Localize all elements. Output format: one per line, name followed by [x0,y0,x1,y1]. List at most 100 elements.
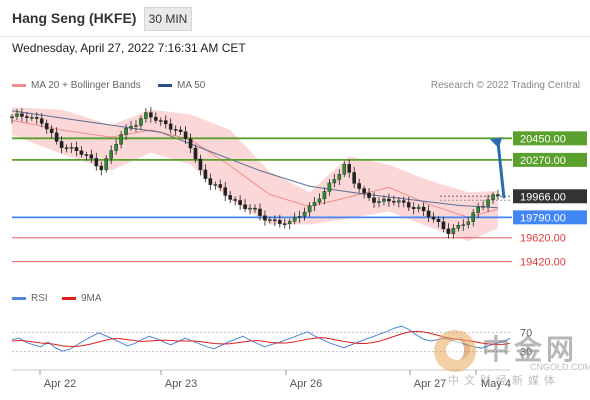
candle-body [287,221,292,224]
ma9-swatch-icon [62,296,76,300]
legend-9ma: 9MA [62,293,102,304]
legend-rsi-label: RSI [31,293,48,304]
candle-body [332,179,337,184]
candle-body [173,129,178,131]
rsi-line [11,325,511,352]
candle-body [491,194,495,200]
candle-body [461,224,466,226]
chart-datetime: Wednesday, April 27, 2022 7:16:31 AM CET [12,41,246,55]
x-tick-label-0: Apr 22 [44,378,76,390]
candle-body [218,184,223,188]
watermark-coin-icon [434,330,476,372]
candle-body [302,211,307,217]
level-tag-0 [513,131,587,146]
candle-body [59,141,64,148]
level-label-1: 20270.00 [520,155,566,167]
candle-body [382,198,386,202]
legend-ma50-label: MA 50 [177,80,206,91]
candle-body [397,200,401,203]
candle-body [10,116,14,119]
candle-body [238,200,242,205]
candle-body [163,120,168,125]
candle-body [158,120,163,122]
candle-body [476,206,480,213]
candle-body [471,212,476,222]
candle-body [292,217,297,222]
interval-button[interactable]: 30 MIN [144,7,192,31]
level-tag-2 [513,189,587,204]
watermark-glyph-text: 中金网 [482,334,579,365]
candle-body [451,228,456,234]
level-tag-3 [513,210,587,225]
candle-body [208,178,213,185]
candle-body [496,194,500,196]
candle-body [94,158,99,167]
candle-body [258,208,262,216]
candle-body [44,123,49,130]
candle-body [347,164,352,173]
watermark-logo: 中金网 CNGOLD.COM.CN 中文财经新媒体 [434,328,590,390]
candle-body [15,113,19,117]
candle-body [139,118,143,126]
candle-body [104,158,109,171]
candle-body [144,112,148,119]
watermark-subtitle-text: 中文财经新媒体 [448,375,560,387]
level-label-5: 19420.00 [520,257,566,269]
candle-body [193,147,198,160]
candle-body [114,144,118,151]
candle-body [337,174,342,180]
candle-body [74,147,79,152]
ma50-swatch-icon [158,83,172,87]
rsi-level-label-0: 70 [520,327,532,339]
chart-header: Hang Seng (HKFE) 30 MIN [0,0,590,37]
candle-body [322,191,327,200]
candle-body [183,131,188,140]
candle-body [342,164,347,175]
candle-body [198,158,203,171]
candle-body [446,228,451,234]
legend-ma50: MA 50 [158,80,205,91]
instrument-title: Hang Seng (HKFE) [12,10,137,26]
ma20-swatch-icon [12,83,26,87]
candle-body [297,216,302,218]
research-credit: Research © 2022 Trading Central [430,80,580,91]
candle-body [486,199,490,207]
candle-body [312,202,317,206]
candle-body [273,219,277,221]
ma50-line [11,110,499,209]
level-tag-1 [513,152,587,167]
candle-body [119,134,123,145]
candle-body [268,219,272,221]
candle-body [406,202,411,208]
bollinger-band-area [12,107,498,242]
candle-body [149,112,153,118]
ma20-line [11,119,499,218]
level-label-4: 19620.00 [520,233,566,245]
candle-body [84,154,89,156]
candle-body [25,116,29,118]
candle-body [362,188,366,194]
candle-body [436,218,441,222]
candle-body [129,126,133,129]
level-label-0: 20450.00 [520,133,566,145]
candle-body [89,154,94,159]
candle-body [307,205,312,213]
legend-ma20: MA 20 + Bollinger Bands [12,80,141,91]
candle-body [253,207,257,210]
candle-body [203,169,208,179]
candle-body [99,165,104,171]
candle-body [223,187,228,196]
x-tick-label-1: Apr 23 [165,378,197,390]
candle-body [367,192,371,198]
candle-body [69,147,74,149]
candle-body [54,132,59,142]
candle-body [481,205,485,208]
candle-body [34,117,39,119]
candle-body [154,116,158,121]
candle-body [416,206,421,210]
candle-body [441,221,446,230]
candle-body [213,184,218,186]
candle-body [282,223,287,225]
candle-body [178,129,183,132]
